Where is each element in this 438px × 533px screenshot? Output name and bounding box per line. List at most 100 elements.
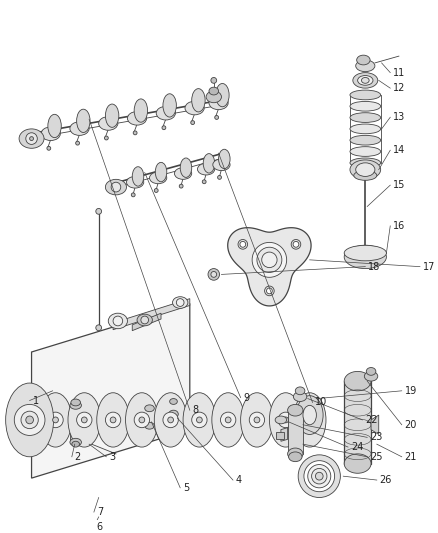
Ellipse shape	[149, 172, 167, 184]
Ellipse shape	[48, 412, 63, 427]
Ellipse shape	[6, 383, 53, 457]
Ellipse shape	[288, 448, 303, 459]
Circle shape	[265, 286, 274, 296]
Text: 17: 17	[423, 262, 435, 272]
Ellipse shape	[350, 135, 381, 145]
Ellipse shape	[209, 96, 228, 110]
Ellipse shape	[361, 77, 369, 83]
Circle shape	[113, 316, 123, 326]
Circle shape	[47, 147, 51, 150]
Ellipse shape	[163, 94, 177, 117]
Circle shape	[304, 461, 335, 492]
Ellipse shape	[77, 109, 90, 133]
Circle shape	[76, 141, 80, 145]
Circle shape	[252, 243, 286, 277]
Ellipse shape	[225, 417, 231, 423]
Circle shape	[311, 469, 327, 484]
Text: 3: 3	[109, 452, 115, 462]
Ellipse shape	[209, 87, 219, 95]
Ellipse shape	[71, 399, 81, 406]
Polygon shape	[32, 303, 190, 478]
Text: 11: 11	[393, 68, 405, 78]
Ellipse shape	[173, 297, 188, 309]
Ellipse shape	[169, 410, 178, 418]
Circle shape	[179, 184, 183, 188]
Circle shape	[133, 131, 137, 135]
Ellipse shape	[278, 412, 293, 427]
Ellipse shape	[357, 55, 370, 65]
Ellipse shape	[293, 392, 307, 401]
Ellipse shape	[192, 88, 205, 112]
Circle shape	[202, 180, 206, 184]
Circle shape	[215, 116, 219, 119]
Ellipse shape	[283, 417, 289, 423]
Circle shape	[96, 208, 102, 214]
Ellipse shape	[275, 416, 286, 424]
Ellipse shape	[350, 160, 381, 179]
Ellipse shape	[167, 415, 180, 425]
Polygon shape	[281, 427, 288, 441]
Circle shape	[14, 405, 45, 435]
Circle shape	[30, 136, 33, 141]
Ellipse shape	[350, 90, 381, 100]
Ellipse shape	[366, 368, 376, 375]
Text: 21: 21	[405, 452, 417, 462]
Ellipse shape	[213, 159, 230, 171]
Ellipse shape	[364, 372, 378, 381]
Ellipse shape	[353, 72, 378, 88]
Circle shape	[298, 455, 340, 497]
Ellipse shape	[307, 417, 313, 423]
Ellipse shape	[303, 406, 316, 425]
Ellipse shape	[48, 115, 61, 138]
Ellipse shape	[249, 412, 265, 427]
Circle shape	[257, 247, 282, 272]
Text: 15: 15	[393, 180, 406, 190]
Ellipse shape	[134, 99, 148, 122]
Ellipse shape	[295, 387, 305, 395]
Ellipse shape	[145, 405, 154, 411]
Circle shape	[291, 239, 301, 249]
Circle shape	[154, 189, 158, 192]
Bar	[70, 406, 81, 442]
Text: 9: 9	[244, 393, 250, 402]
Ellipse shape	[198, 163, 215, 175]
Text: 13: 13	[393, 112, 405, 122]
Ellipse shape	[81, 417, 87, 423]
Text: 26: 26	[380, 475, 392, 485]
Text: 20: 20	[405, 420, 417, 430]
Ellipse shape	[53, 417, 58, 423]
Text: 12: 12	[393, 83, 406, 93]
Circle shape	[162, 126, 166, 130]
Ellipse shape	[127, 111, 147, 125]
Ellipse shape	[163, 412, 178, 427]
Circle shape	[104, 136, 108, 140]
Circle shape	[141, 316, 148, 324]
Ellipse shape	[68, 393, 101, 447]
Text: 18: 18	[368, 262, 381, 272]
Ellipse shape	[154, 393, 187, 447]
Circle shape	[177, 298, 184, 306]
Text: 16: 16	[393, 221, 405, 231]
Circle shape	[293, 241, 299, 247]
Ellipse shape	[344, 454, 371, 473]
Ellipse shape	[106, 179, 127, 195]
Ellipse shape	[293, 393, 326, 447]
Ellipse shape	[174, 168, 192, 179]
Text: 14: 14	[393, 145, 405, 155]
Circle shape	[191, 120, 194, 125]
Ellipse shape	[356, 163, 375, 176]
Ellipse shape	[212, 393, 244, 447]
Circle shape	[211, 271, 217, 277]
Text: 7: 7	[97, 507, 103, 517]
Ellipse shape	[39, 393, 72, 447]
Text: 19: 19	[405, 386, 417, 396]
Ellipse shape	[70, 438, 81, 446]
Circle shape	[211, 77, 217, 83]
Ellipse shape	[170, 399, 177, 405]
Ellipse shape	[106, 412, 121, 427]
Ellipse shape	[41, 127, 60, 141]
Ellipse shape	[240, 393, 273, 447]
Ellipse shape	[70, 122, 89, 135]
Circle shape	[21, 411, 38, 429]
Ellipse shape	[185, 101, 204, 115]
